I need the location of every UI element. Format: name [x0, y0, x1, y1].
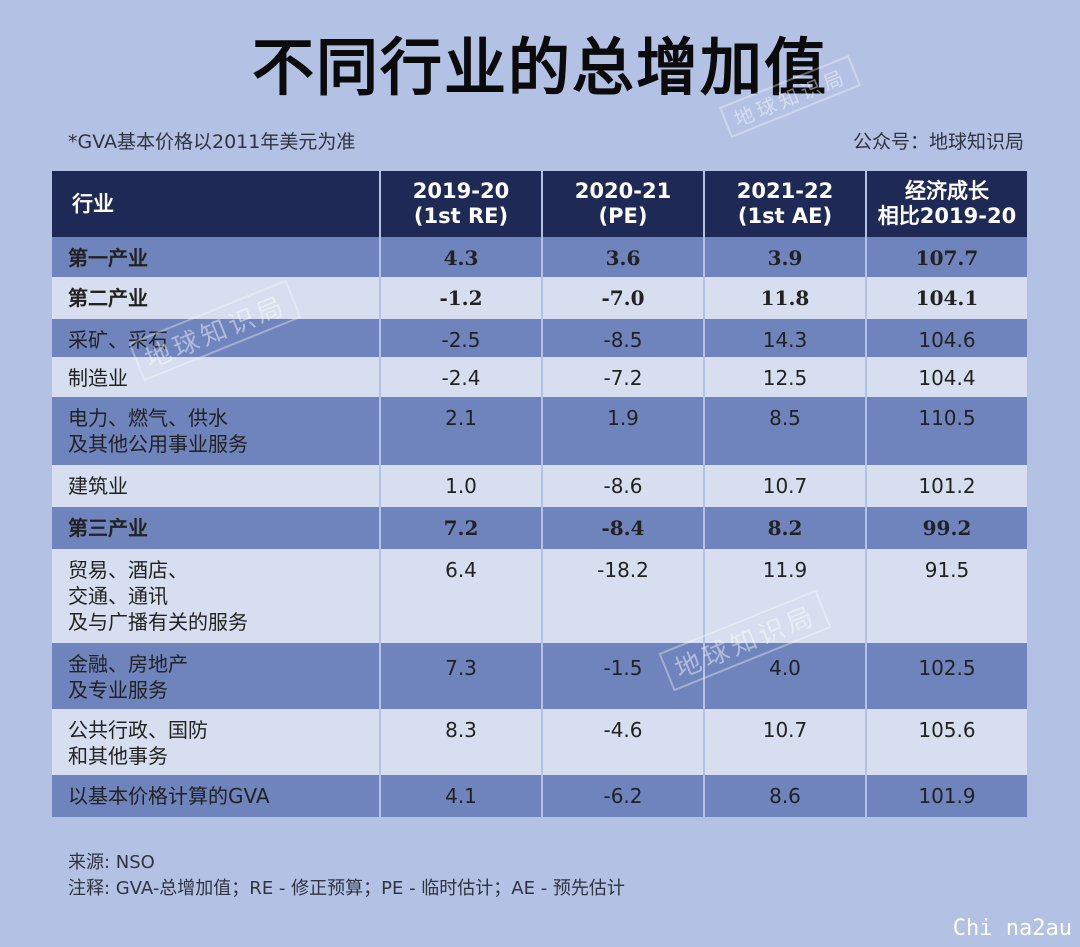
cell-2019-20: 7.3: [380, 643, 543, 709]
cell-2019-20: 4.3: [380, 237, 543, 277]
table-row: 建筑业 1.0 -8.6 10.7 101.2: [52, 465, 1027, 507]
cell-growth: 101.2: [866, 465, 1027, 507]
header-growth: 经济成长 相比2019-20: [866, 171, 1027, 237]
cell-2021-22: 14.3: [704, 319, 867, 357]
cell-2020-21: -7.2: [542, 357, 705, 397]
cell-growth: 104.6: [866, 319, 1027, 357]
cell-2020-21: -7.0: [542, 277, 705, 319]
price-basis-note: *GVA基本价格以2011年美元为准: [68, 131, 356, 153]
cell-2021-22: 12.5: [704, 357, 867, 397]
table-row: 制造业 -2.4 -7.2 12.5 104.4: [52, 357, 1027, 397]
cell-2021-22: 11.9: [704, 549, 867, 643]
page-title: 不同行业的总增加值: [251, 31, 828, 104]
table-row: 第一产业 4.3 3.6 3.9 107.7: [52, 237, 1027, 277]
cell-2021-22: 3.9: [704, 237, 867, 277]
cell-2021-22: 11.8: [704, 277, 867, 319]
cell-growth: 104.4: [866, 357, 1027, 397]
corner-logo: Chi na2au: [952, 916, 1072, 941]
row-label: 电力、燃气、供水 及其他公用事业服务: [52, 397, 381, 465]
cell-2021-22: 8.5: [704, 397, 867, 465]
cell-2021-22: 8.6: [704, 775, 867, 817]
table-header-row: 行业 2019-20 (1st RE) 2020-21 (PE) 2021-22 (1…: [52, 171, 1027, 237]
cell-2020-21: -6.2: [542, 775, 705, 817]
cell-growth: 102.5: [866, 643, 1027, 709]
cell-2019-20: 6.4: [380, 549, 543, 643]
cell-2020-21: -1.5: [542, 643, 705, 709]
row-label: 采矿、采石: [52, 319, 381, 357]
row-label: 以基本价格计算的GVA: [52, 775, 381, 817]
table-row: 以基本价格计算的GVA 4.1 -6.2 8.6 101.9: [52, 775, 1027, 817]
cell-2019-20: -2.5: [380, 319, 543, 357]
cell-2019-20: 1.0: [380, 465, 543, 507]
cell-2019-20: 2.1: [380, 397, 543, 465]
table-row: 公共行政、国防 和其他事务 8.3 -4.6 10.7 105.6: [52, 709, 1027, 775]
cell-growth: 99.2: [866, 507, 1027, 549]
row-label: 公共行政、国防 和其他事务: [52, 709, 381, 775]
header-sector: 行业: [52, 171, 381, 237]
table-row: 采矿、采石 -2.5 -8.5 14.3 104.6: [52, 319, 1027, 357]
cell-2021-22: 8.2: [704, 507, 867, 549]
cell-growth: 105.6: [866, 709, 1027, 775]
cell-2020-21: -4.6: [542, 709, 705, 775]
footnote-line: 注释: GVA-总增加值；RE - 修正预算；PE - 临时估计；AE - 预先…: [68, 878, 625, 899]
cell-growth: 91.5: [866, 549, 1027, 643]
cell-2019-20: 7.2: [380, 507, 543, 549]
cell-2021-22: 4.0: [704, 643, 867, 709]
cell-2019-20: 8.3: [380, 709, 543, 775]
header-2021-22: 2021-22 (1st AE): [704, 171, 867, 237]
cell-2019-20: 4.1: [380, 775, 543, 817]
cell-growth: 110.5: [866, 397, 1027, 465]
row-label: 贸易、酒店、 交通、通讯 及与广播有关的服务: [52, 549, 381, 643]
row-label: 建筑业: [52, 465, 381, 507]
cell-2021-22: 10.7: [704, 465, 867, 507]
cell-2019-20: -1.2: [380, 277, 543, 319]
table-row: 第三产业 7.2 -8.4 8.2 99.2: [52, 507, 1027, 549]
row-label: 金融、房地产 及专业服务: [52, 643, 381, 709]
cell-2021-22: 10.7: [704, 709, 867, 775]
table-row: 电力、燃气、供水 及其他公用事业服务 2.1 1.9 8.5 110.5: [52, 397, 1027, 465]
cell-growth: 104.1: [866, 277, 1027, 319]
cell-2020-21: -18.2: [542, 549, 705, 643]
cell-2020-21: -8.5: [542, 319, 705, 357]
cell-2020-21: 3.6: [542, 237, 705, 277]
account-credit: 公众号：地球知识局: [852, 131, 1024, 153]
row-label: 制造业: [52, 357, 381, 397]
table-row: 贸易、酒店、 交通、通讯 及与广播有关的服务 6.4 -18.2 11.9 91.5: [52, 549, 1027, 643]
table-row: 第二产业 -1.2 -7.0 11.8 104.1: [52, 277, 1027, 319]
table-row: 金融、房地产 及专业服务 7.3 -1.5 4.0 102.5: [52, 643, 1027, 709]
cell-2020-21: -8.4: [542, 507, 705, 549]
source-notes: 来源: NSO 注释: GVA-总增加值；RE - 修正预算；PE - 临时估计…: [68, 850, 625, 902]
cell-2019-20: -2.4: [380, 357, 543, 397]
cell-2020-21: 1.9: [542, 397, 705, 465]
cell-growth: 107.7: [866, 237, 1027, 277]
row-label: 第三产业: [52, 507, 381, 549]
header-2019-20: 2019-20 (1st RE): [380, 171, 543, 237]
row-label: 第一产业: [52, 237, 381, 277]
cell-2020-21: -8.6: [542, 465, 705, 507]
row-label: 第二产业: [52, 277, 381, 319]
cell-growth: 101.9: [866, 775, 1027, 817]
gva-table: 行业 2019-20 (1st RE) 2020-21 (PE) 2021-22 (1…: [52, 171, 1027, 817]
header-2020-21: 2020-21 (PE): [542, 171, 705, 237]
source-line: 来源: NSO: [68, 852, 155, 873]
